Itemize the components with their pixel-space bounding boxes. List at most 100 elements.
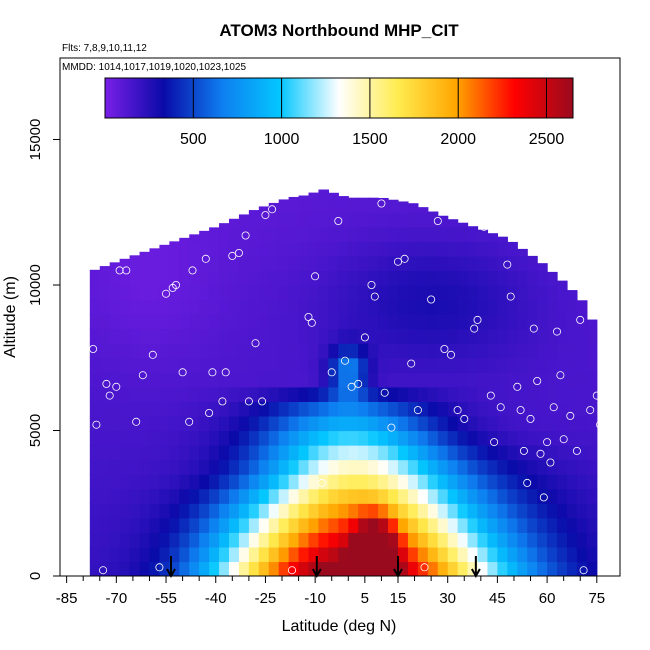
heatmap-cell	[527, 299, 538, 315]
sample-point	[427, 295, 436, 304]
heatmap-cell	[517, 299, 528, 315]
heatmap-cell	[308, 401, 320, 417]
heatmap-cell	[209, 445, 220, 461]
heatmap-cell	[159, 372, 170, 388]
heatmap-cell	[358, 415, 369, 432]
heatmap-cell	[447, 219, 459, 228]
heatmap-cell	[119, 445, 131, 461]
heatmap-cell	[258, 241, 270, 257]
heatmap-cell	[308, 270, 320, 286]
heatmap-cell	[248, 517, 260, 533]
heatmap-cell	[318, 212, 329, 228]
heatmap-cell	[447, 386, 459, 402]
heatmap-cell	[378, 546, 389, 563]
sample-point	[446, 350, 455, 359]
heatmap-cell	[437, 226, 449, 242]
heatmap-cell	[169, 445, 180, 461]
heatmap-cell	[417, 415, 429, 432]
sample-point	[543, 438, 552, 447]
heatmap-cell	[288, 430, 300, 446]
heatmap-cell	[457, 328, 469, 344]
heatmap-cell	[527, 343, 538, 359]
heatmap-cell	[298, 503, 310, 519]
heatmap-cell	[417, 328, 429, 344]
colorbar-tick-label: 1000	[264, 131, 300, 148]
heatmap-cell	[328, 372, 339, 388]
heatmap-cell	[447, 343, 459, 359]
heatmap-cell	[547, 328, 558, 344]
heatmap-cell	[378, 299, 389, 315]
heatmap-cell	[586, 445, 598, 461]
heatmap-cell	[228, 532, 240, 548]
heatmap-cell	[397, 372, 409, 388]
heatmap-cell	[537, 299, 548, 315]
heatmap-cell	[139, 532, 151, 548]
heatmap-cell	[169, 386, 180, 402]
heatmap-cell	[99, 445, 111, 461]
heatmap-cell	[308, 343, 320, 359]
heatmap-cell	[278, 255, 290, 272]
heatmap-cell	[388, 226, 399, 242]
heatmap-cell	[258, 488, 270, 504]
heatmap-cell	[89, 503, 101, 519]
heatmap-cell	[109, 430, 121, 446]
heatmap-cell	[586, 430, 598, 446]
heatmap-cell	[228, 270, 240, 286]
heatmap-cell	[278, 415, 290, 432]
heatmap-cell	[566, 299, 578, 315]
heatmap-cell	[407, 561, 419, 576]
heatmap-cell	[159, 328, 170, 344]
heatmap-cell	[248, 503, 260, 519]
sample-point	[526, 414, 535, 423]
heatmap-cell	[179, 386, 190, 402]
heatmap-cell	[119, 372, 131, 388]
heatmap-cell	[139, 255, 151, 272]
heatmap-cell	[308, 299, 320, 315]
heatmap-cell	[308, 503, 320, 519]
heatmap-cell	[537, 314, 548, 330]
heatmap-cell	[417, 546, 429, 563]
heatmap-cell	[427, 488, 439, 504]
heatmap-cell	[169, 546, 180, 563]
heatmap-cell	[238, 459, 250, 475]
heatmap-cell	[397, 270, 409, 286]
heatmap-cell	[328, 561, 339, 576]
heatmap-cell	[407, 415, 419, 432]
heatmap-cell	[467, 488, 479, 504]
heatmap-cell	[457, 284, 469, 301]
heatmap-cell	[328, 474, 339, 490]
heatmap-cell	[477, 561, 489, 576]
heatmap-cell	[129, 255, 141, 257]
heatmap-cell	[268, 488, 280, 504]
heatmap-cell	[139, 299, 151, 315]
heatmap-cell	[308, 357, 320, 373]
heatmap-cell	[437, 488, 449, 504]
heatmap-cell	[427, 561, 439, 576]
heatmap-cell	[507, 532, 518, 548]
heatmap-cell	[537, 517, 548, 533]
heatmap-cell	[407, 372, 419, 388]
heatmap-cell	[477, 255, 489, 272]
heatmap-cell	[437, 401, 449, 417]
heatmap-cell	[199, 299, 210, 315]
heatmap-cell	[248, 270, 260, 286]
heatmap-cell	[527, 328, 538, 344]
heatmap-cell	[89, 343, 101, 359]
heatmap-cell	[238, 488, 250, 504]
heatmap-cell	[397, 343, 409, 359]
heatmap-cell	[467, 314, 479, 330]
heatmap-cell	[318, 488, 329, 504]
heatmap-cell	[547, 532, 558, 548]
sample-point	[380, 388, 389, 397]
heatmap-cell	[348, 517, 359, 533]
x-tick-label: 5	[361, 590, 369, 607]
heatmap-cell	[497, 255, 508, 272]
heatmap-cell	[427, 299, 439, 315]
heatmap-cell	[288, 212, 300, 228]
heatmap-cell	[89, 561, 101, 576]
heatmap-cell	[517, 445, 528, 461]
heatmap-cell	[209, 270, 220, 286]
sample-point	[347, 382, 356, 391]
heatmap-cell	[487, 233, 498, 242]
heatmap-cell	[159, 270, 170, 286]
